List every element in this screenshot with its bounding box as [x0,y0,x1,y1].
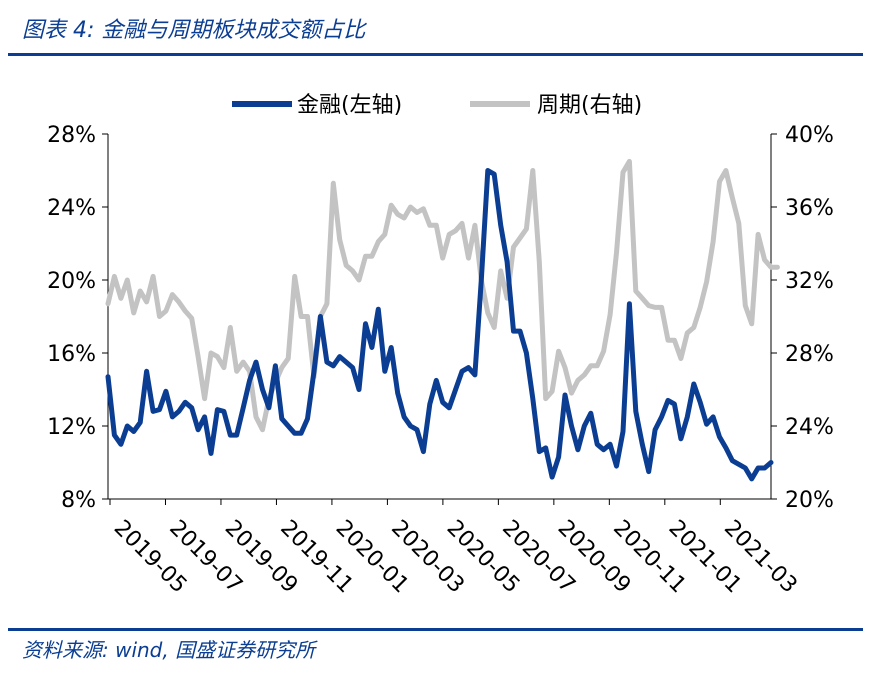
right-axis-tick-label: 28% [785,342,834,367]
right-axis-tick-label: 20% [785,488,834,513]
left-axis-tick-label: 20% [47,269,96,294]
right-axis-tick-label: 36% [785,196,834,221]
finance-series-line [105,168,774,482]
right-axis-tick-label: 40% [785,123,834,148]
right-axis-tick-label: 24% [785,415,834,440]
left-axis-tick-label: 16% [47,342,96,367]
left-axis-tick-label: 12% [47,415,96,440]
header-rule [8,53,863,56]
legend-cyclical-label: 周期(右轴) [537,93,642,118]
left-axis-tick-label: 28% [47,123,96,148]
legend-finance-label: 金融(左轴) [297,93,402,118]
cyclical-series-line [105,158,780,433]
left-axis-tick-label: 24% [47,196,96,221]
source-note: 资料来源: wind, 国盛证券研究所 [22,638,316,662]
right-axis-tick-label: 32% [785,269,834,294]
chart-canvas: 8% 20%12% 24%16% 28%20% 32%24% 36%28% 40%2019-… [47,93,834,598]
footer-rule [8,628,863,631]
chart-title: 图表 4: 金融与周期板块成交额占比 [22,18,366,43]
left-axis-tick-label: 8% [61,488,96,513]
